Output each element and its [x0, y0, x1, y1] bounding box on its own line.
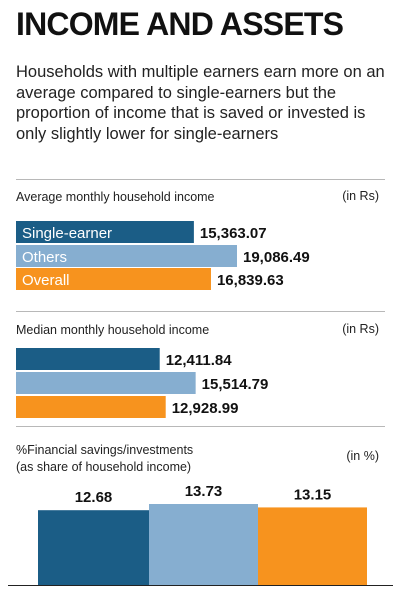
chart2-title: Median monthly household income — [16, 323, 210, 337]
divider — [16, 179, 385, 180]
avg-bar-overall — [16, 268, 211, 290]
avg-bar-others — [16, 245, 237, 267]
avg-value-label-others: 19,086.49 — [243, 249, 310, 266]
avg-bar-single-earner — [16, 221, 194, 243]
median-bar-single-earner — [16, 348, 160, 370]
chart1-unit: (in Rs) — [342, 189, 379, 203]
chart2-unit: (in Rs) — [342, 322, 379, 336]
median-bar-others — [16, 372, 196, 394]
savings-bar-others — [149, 504, 258, 585]
chart3-subtitle: (as share of household income) — [16, 460, 192, 474]
divider — [16, 426, 385, 427]
median-bar-overall — [16, 396, 166, 418]
savings-value-label-single-earner: 12.68 — [75, 489, 113, 506]
avg-value-label-single-earner: 15,363.07 — [200, 225, 267, 242]
infographic-title: INCOME AND ASSETS — [16, 6, 344, 42]
median-value-label-overall: 12,928.99 — [172, 400, 239, 417]
savings-value-label-others: 13.73 — [185, 483, 223, 500]
avg-category-label-others: Others — [22, 249, 67, 266]
divider — [16, 311, 385, 312]
chart3-title: %Financial savings/investments — [16, 443, 194, 457]
savings-value-label-overall: 13.15 — [294, 486, 332, 503]
chart3-unit: (in %) — [346, 449, 379, 463]
avg-value-label-overall: 16,839.63 — [217, 272, 284, 289]
median-value-label-single-earner: 12,411.84 — [166, 352, 233, 369]
chart1-title: Average monthly household income — [16, 190, 215, 204]
infographic-subtitle: Households with multiple earners earn mo… — [16, 63, 385, 143]
median-value-label-others: 15,514.79 — [202, 376, 269, 393]
avg-category-label-single-earner: Single-earner — [22, 225, 112, 242]
savings-bar-overall — [258, 507, 367, 585]
avg-category-label-overall: Overall — [22, 272, 70, 289]
savings-bar-single-earner — [38, 510, 149, 585]
bottom-divider — [8, 585, 393, 586]
